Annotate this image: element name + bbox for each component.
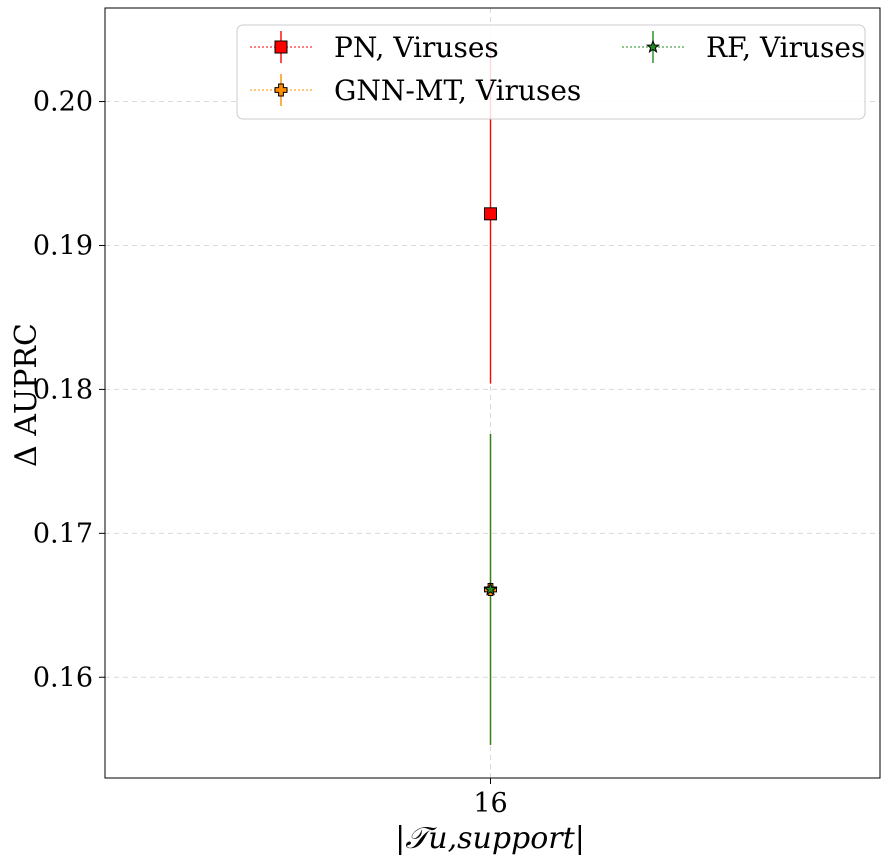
data-markers: [483, 207, 498, 596]
y-tick-label: 0.20: [33, 87, 93, 118]
y-axis-label: Δ AUPRC: [9, 323, 44, 467]
point-rf-viruses: [483, 582, 498, 596]
x-tick-label: 16: [473, 788, 507, 819]
axis-ticks: 0.16 0.17 0.18 0.19 0.20 16: [33, 87, 508, 819]
legend: PN, Viruses GNN-MT, Viruses RF, Viruses: [236, 24, 866, 120]
legend-label-rf-viruses: RF, Viruses: [706, 31, 865, 64]
y-tick-label: 0.19: [33, 230, 93, 261]
legend-label-gnn-mt-viruses: GNN-MT, Viruses: [334, 74, 581, 107]
point-pn-viruses: [484, 207, 497, 221]
legend-marker-rf-viruses: [645, 39, 661, 54]
y-tick-label: 0.17: [33, 518, 93, 549]
legend-label-pn-viruses: PN, Viruses: [334, 31, 499, 64]
y-tick-label: 0.18: [33, 374, 93, 405]
legend-marker-gnn-mt-viruses: [274, 83, 288, 97]
grid-lines: [105, 8, 880, 778]
x-axis-label: |𝒯u,support|: [395, 821, 585, 856]
plot-frame: [104, 7, 881, 779]
y-tick-label: 0.16: [33, 662, 93, 693]
legend-marker-pn-viruses: [274, 40, 288, 54]
legend-box: [236, 24, 866, 120]
